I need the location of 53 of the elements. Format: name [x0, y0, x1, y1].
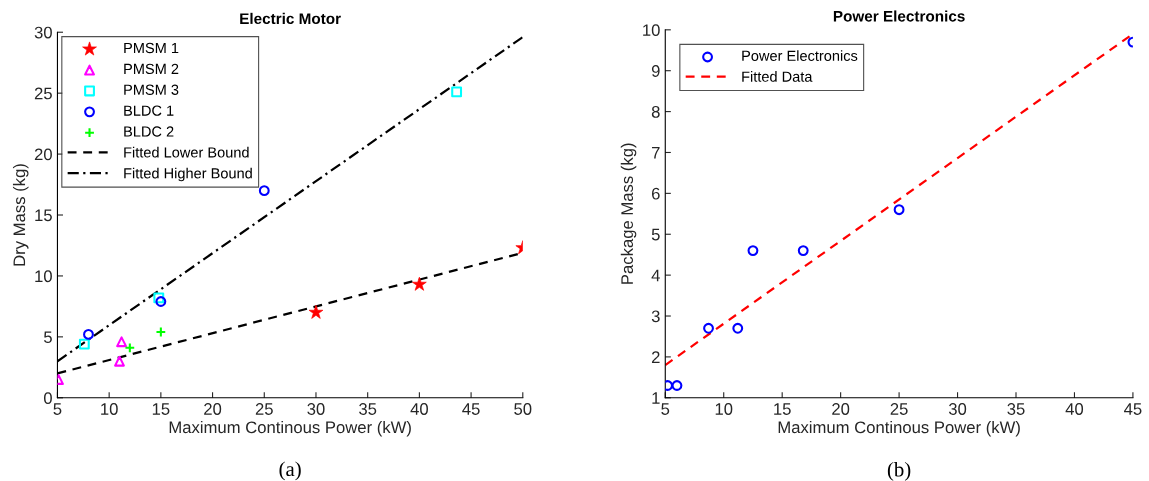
y-tick-label: 25 [34, 87, 52, 100]
legend-label: Fitted Higher Bound [124, 167, 252, 182]
legend-label: Fitted Data [742, 71, 813, 82]
x-tick-label: 50 [514, 403, 532, 415]
y-tick-label: 8 [651, 105, 660, 118]
x-tick-label: 40 [410, 403, 428, 415]
x-tick-label: 30 [948, 403, 967, 415]
text: (b) [887, 461, 911, 481]
x-axis-title: Maximum Continous Power (kW) [778, 420, 1020, 437]
y-tick-label: 5 [43, 331, 52, 344]
x-tick-label: 10 [715, 403, 733, 415]
x-tick-label: 30 [307, 403, 325, 415]
x-tick-label: 25 [255, 403, 273, 415]
x-tick-label: 40 [1065, 403, 1084, 415]
chart-title: Power Electronics [833, 10, 965, 22]
x-tick-label: 20 [832, 403, 850, 415]
x-tick-label: 15 [152, 403, 170, 415]
y-tick-label: 10 [643, 24, 660, 37]
y-tick-label: 9 [651, 65, 660, 77]
legend-label: PMSM 1 [124, 42, 179, 54]
legend-label: PMSM 3 [124, 84, 179, 95]
y-tick-label: 10 [35, 270, 52, 283]
x-tick-label: 10 [101, 403, 118, 415]
y-tick-label: 20 [34, 148, 52, 161]
x-tick-label: 35 [1007, 403, 1025, 415]
legend-label: BLDC 1 [124, 105, 174, 116]
x-tick-label: 45 [462, 403, 480, 415]
x-tick-label: 15 [774, 403, 791, 415]
y-tick-label: 4 [651, 269, 660, 282]
x-tick-label: 5 [53, 403, 62, 415]
y-axis-title: Package Mass (kg) [620, 143, 637, 284]
legend-label: BLDC 2 [124, 126, 174, 137]
x-tick-label: 35 [359, 403, 377, 415]
y-tick-label: 15 [35, 209, 52, 222]
y-tick-label: 3 [651, 310, 660, 323]
x-tick-label: 25 [890, 403, 908, 415]
chart-title: Electric Motor [240, 12, 341, 25]
legend-label: Fitted Lower Bound [124, 146, 249, 158]
y-tick-label: 30 [34, 26, 52, 39]
y-tick-label: 1 [652, 392, 660, 404]
x-tick-label: 20 [204, 403, 222, 415]
y-tick-label: 5 [651, 228, 660, 241]
x-tick-label: 5 [661, 403, 670, 415]
legend-label: PMSM 2 [124, 63, 179, 75]
y-axis-title: Dry Mass (kg) [12, 164, 29, 266]
y-tick-label: 0 [43, 392, 52, 404]
y-tick-label: 6 [651, 187, 660, 200]
y-tick-label: 2 [651, 351, 660, 363]
text: (a) [279, 461, 301, 481]
x-axis-title: Maximum Continous Power (kW) [169, 420, 411, 437]
x-tick-label: 45 [1124, 403, 1142, 415]
legend-label: Power Electronics [742, 50, 858, 61]
y-tick-label: 7 [652, 147, 660, 159]
